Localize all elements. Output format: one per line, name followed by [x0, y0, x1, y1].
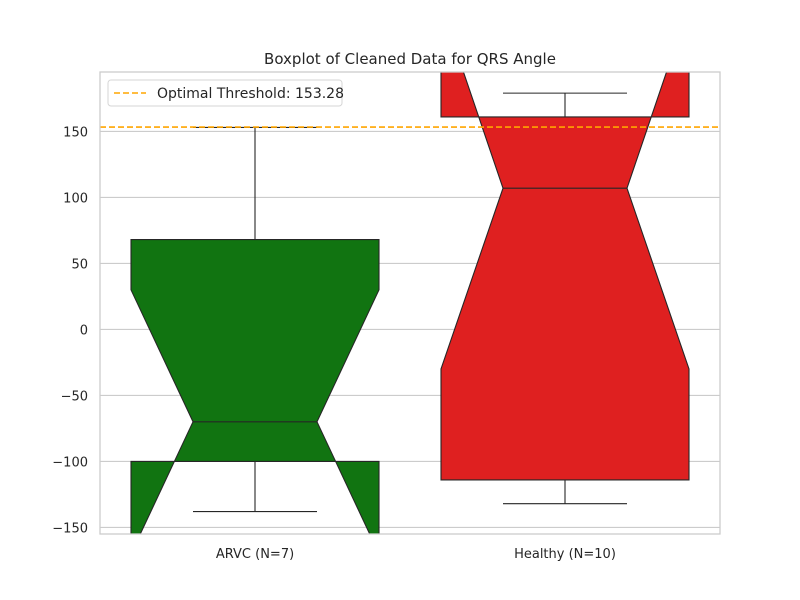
- y-tick-label: 100: [63, 191, 88, 206]
- legend-box: [107, 79, 343, 107]
- x-tick-label: Healthy (N=10): [514, 547, 616, 562]
- y-tick-label: 150: [63, 125, 88, 140]
- y-tick-label: 50: [71, 257, 88, 272]
- y-tick-label: 0: [80, 323, 88, 338]
- legend-label: Optimal Threshold: 153.28: [157, 86, 344, 102]
- box-body: [440, 72, 690, 481]
- boxes: [130, 72, 690, 534]
- y-tick-label: −150: [52, 521, 88, 536]
- chart-title: Boxplot of Cleaned Data for QRS Angle: [264, 50, 556, 68]
- box-group: [440, 72, 690, 505]
- box-group: [130, 126, 380, 534]
- x-tick-label: ARVC (N=7): [216, 547, 294, 562]
- axes: −150 −100 −50 0 50 100 150 ARVC (N=7) Healthy (N…: [52, 71, 721, 562]
- box-body: [130, 239, 380, 534]
- y-tick-label: −100: [52, 455, 88, 470]
- y-tick-label: −50: [61, 389, 88, 404]
- plot-border: [99, 71, 721, 535]
- legend: Optimal Threshold: 153.28: [107, 79, 344, 107]
